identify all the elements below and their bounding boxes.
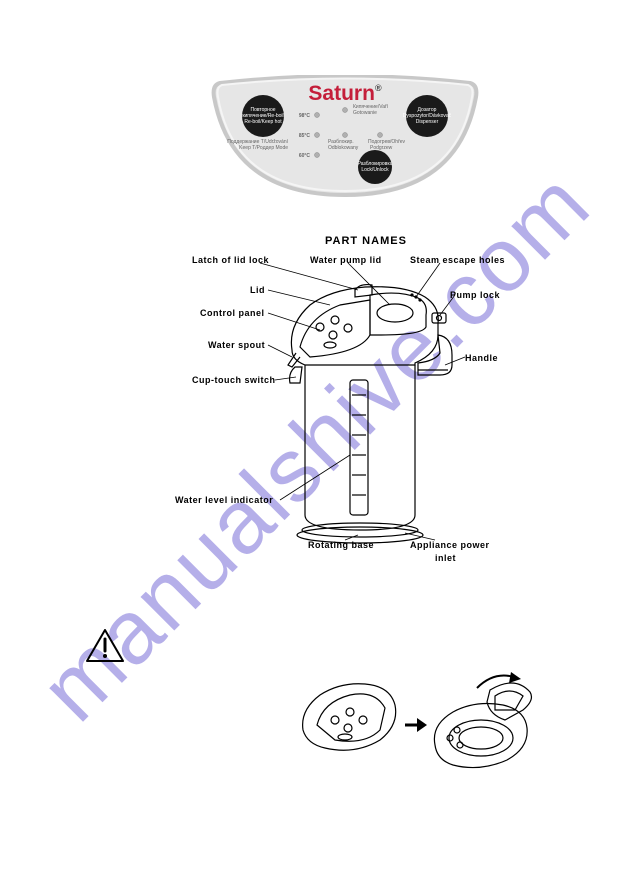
led-icon — [315, 133, 320, 138]
brand-logo: Saturn® — [308, 82, 382, 105]
temp-85: 85°C — [299, 133, 311, 139]
warning-icon — [85, 628, 125, 664]
temp-98: 98°C — [299, 113, 311, 119]
led-icon — [343, 108, 348, 113]
unlock-label-2: Lock/Unlock — [361, 167, 389, 173]
reboil-label-3: Re-boil/Keep hot — [244, 119, 282, 125]
part-names-figure: PART NAMES Latch of lid lock Water pump … — [200, 235, 520, 585]
lid-operation-figure — [295, 670, 535, 790]
boil-label-2: Gotowanie — [353, 110, 377, 116]
led-icon — [378, 133, 383, 138]
control-panel-figure: Saturn® Повторное кипячение/Re-boil Re-b… — [210, 75, 480, 200]
control-panel-svg: Saturn® Повторное кипячение/Re-boil Re-b… — [210, 75, 480, 200]
thermopot-diagram — [200, 235, 520, 585]
led-icon — [315, 113, 320, 118]
led-icon — [315, 153, 320, 158]
led-icon — [343, 133, 348, 138]
disp-label-2: Odblokowany — [328, 145, 359, 151]
dispenser-label-3: Dispenser — [416, 119, 439, 125]
temp-60: 60°C — [299, 153, 311, 159]
keep-label-2: Keep T/Poддep Mode — [239, 145, 288, 151]
heat-label-2: Podgrzew — [370, 145, 393, 151]
